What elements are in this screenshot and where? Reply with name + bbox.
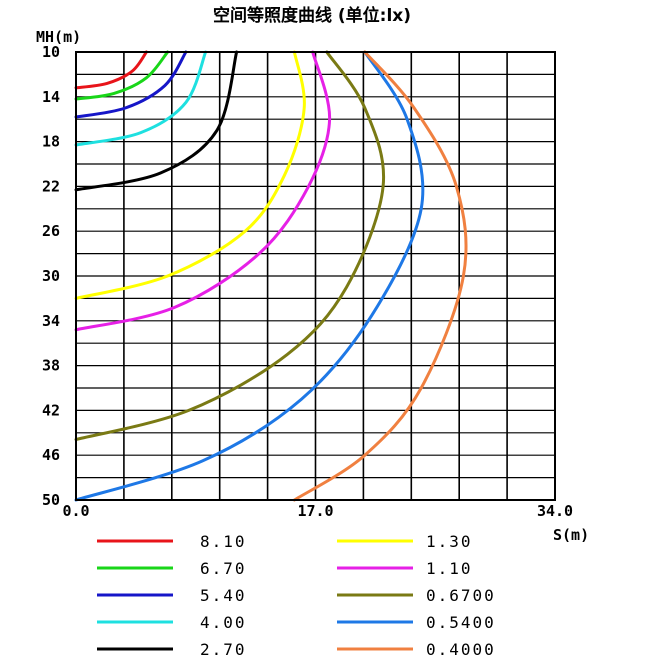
curve-2.70	[74, 50, 239, 192]
legend-label: 0.5400	[426, 613, 496, 632]
curves	[74, 50, 468, 502]
y-tick-labels: 10 14 18 22 26 30 34 38 42 46 50	[42, 43, 60, 509]
curve-8.10	[74, 50, 148, 90]
y-tick-label: 10	[42, 43, 60, 61]
legend: 8.10 6.70 5.40 4.00 2.70 1.30 1.10 0.6700 0.5400…	[97, 532, 496, 659]
y-tick-label: 26	[42, 222, 60, 240]
curve-4.00	[74, 50, 208, 147]
x-tick-label: 34.0	[537, 502, 573, 520]
legend-label: 1.10	[426, 559, 473, 578]
legend-label: 0.6700	[426, 586, 496, 605]
y-tick-label: 42	[42, 401, 60, 419]
x-tick-label: 0.0	[62, 502, 89, 520]
plot-frame	[75, 51, 556, 501]
x-axis-label: S(m)	[553, 526, 589, 544]
y-tick-label: 14	[42, 88, 60, 106]
curve-0.5400	[74, 50, 425, 502]
curve-0.4000	[292, 50, 468, 502]
y-tick-label: 46	[42, 446, 60, 464]
y-tick-label: 38	[42, 357, 60, 375]
grid	[76, 52, 555, 500]
chart-title: 空间等照度曲线 (单位:lx)	[213, 5, 411, 26]
curve-6.70	[74, 50, 170, 101]
curve-5.40	[74, 50, 188, 119]
curve-1.30	[74, 50, 306, 300]
curve-1.10	[74, 50, 332, 332]
legend-label: 5.40	[200, 586, 247, 605]
y-axis-label: MH(m)	[36, 28, 81, 46]
y-tick-label: 18	[42, 133, 60, 151]
legend-label: 8.10	[200, 532, 247, 551]
x-tick-labels: 0.0 17.0 34.0	[62, 502, 573, 520]
y-tick-label: 34	[42, 312, 60, 330]
legend-label: 1.30	[426, 532, 473, 551]
y-tick-label: 30	[42, 267, 60, 285]
legend-label: 2.70	[200, 640, 247, 659]
x-tick-label: 17.0	[297, 502, 333, 520]
legend-label: 4.00	[200, 613, 247, 632]
y-tick-label: 50	[42, 491, 60, 509]
legend-label: 6.70	[200, 559, 247, 578]
legend-label: 0.4000	[426, 640, 496, 659]
curve-0.6700	[74, 50, 386, 441]
y-tick-label: 22	[42, 177, 60, 195]
